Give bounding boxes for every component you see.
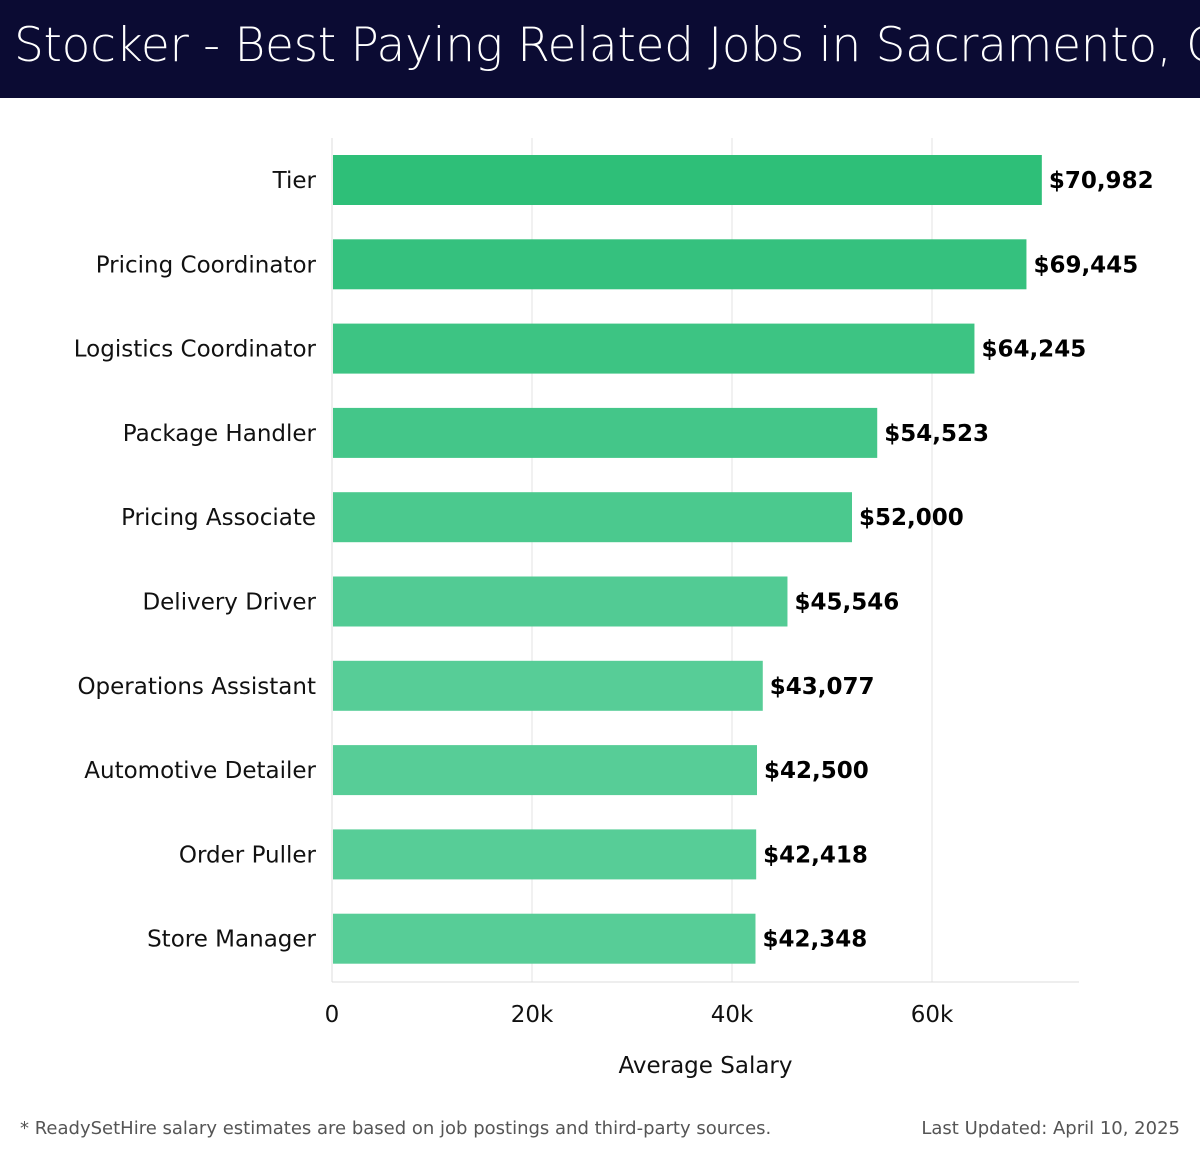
- value-label: $54,523: [884, 421, 989, 447]
- category-label: Pricing Coordinator: [96, 252, 317, 278]
- x-tick-label: 60k: [911, 1002, 954, 1028]
- value-label: $42,500: [764, 758, 869, 784]
- bar-chart: Tier $70,982 Pricing Coordinator $69,445 Log…: [74, 138, 1154, 1079]
- value-label: $42,418: [763, 842, 868, 868]
- value-label: $52,000: [859, 505, 964, 531]
- footnote: * ReadySetHire salary estimates are base…: [20, 1118, 772, 1139]
- value-label: $43,077: [770, 674, 875, 700]
- bar: [333, 576, 788, 627]
- value-label: $64,245: [981, 337, 1086, 363]
- title-bar: Stocker - Best Paying Related Jobs in Sa…: [0, 0, 1200, 98]
- last-updated: Last Updated: April 10, 2025: [921, 1118, 1180, 1139]
- bar: [333, 913, 756, 964]
- category-label: Tier: [272, 168, 317, 194]
- category-label: Pricing Associate: [121, 505, 316, 531]
- value-label: $69,445: [1033, 252, 1138, 278]
- chart-title: Stocker - Best Paying Related Jobs in Sa…: [14, 18, 1200, 73]
- x-axis-title: Average Salary: [618, 1053, 792, 1079]
- bar: [333, 492, 852, 543]
- value-label: $45,546: [794, 590, 899, 616]
- bar: [333, 660, 763, 711]
- x-tick-label: 0: [325, 1002, 340, 1028]
- bar: [333, 239, 1027, 290]
- value-label: $42,348: [762, 927, 867, 953]
- bar: [333, 407, 878, 458]
- bar: [333, 155, 1042, 205]
- bar: [333, 323, 975, 374]
- bar: [333, 745, 757, 796]
- x-tick-label: 20k: [511, 1002, 554, 1028]
- category-label: Store Manager: [147, 927, 316, 953]
- x-tick-label: 40k: [711, 1002, 754, 1028]
- category-label: Automotive Detailer: [84, 758, 316, 784]
- category-label: Package Handler: [123, 421, 317, 447]
- value-label: $70,982: [1049, 168, 1154, 194]
- category-label: Operations Assistant: [77, 674, 316, 700]
- category-label: Delivery Driver: [142, 590, 316, 616]
- category-label: Logistics Coordinator: [74, 337, 317, 363]
- bar: [333, 829, 757, 880]
- category-label: Order Puller: [179, 842, 317, 868]
